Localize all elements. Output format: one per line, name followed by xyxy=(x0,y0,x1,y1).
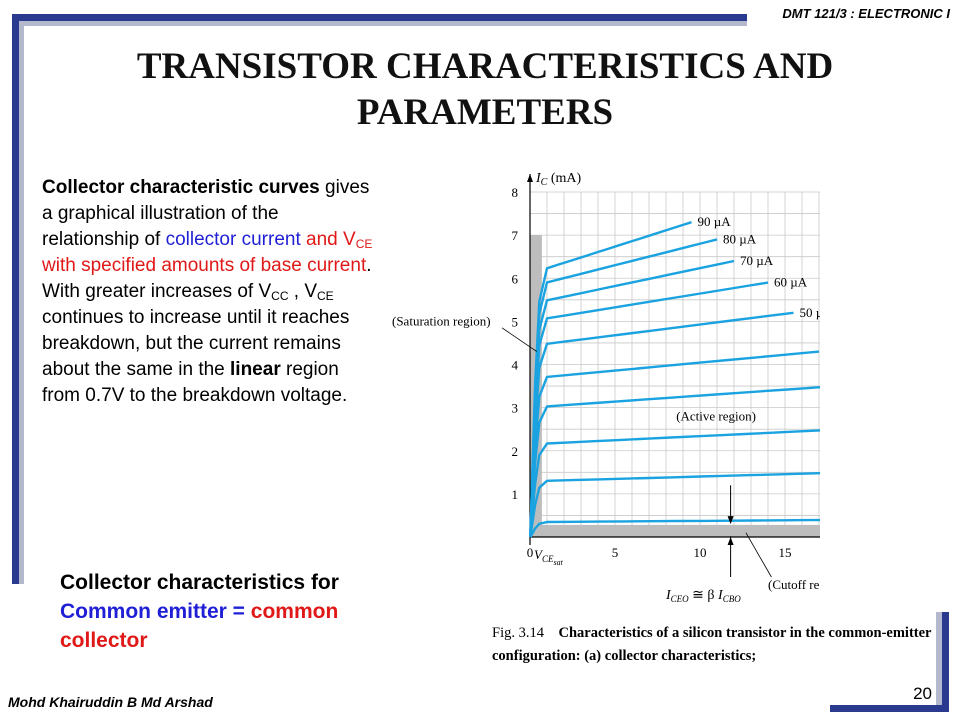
curve-60A xyxy=(529,281,769,538)
para-text-1: gives a graphical illustration of the re… xyxy=(42,177,370,250)
para-red-b: with specified amounts of base current xyxy=(42,255,367,276)
cutoff-label: (Cutoff region) xyxy=(768,577,820,592)
para-sub-ce: CE xyxy=(317,289,334,303)
curve-label: 90 µA xyxy=(698,214,732,229)
summary-line-1: Collector characteristics for xyxy=(60,571,339,594)
saturation-label: (Saturation region) xyxy=(392,314,491,329)
vcesat-label: VCEsat xyxy=(534,547,564,567)
para-text-3: , V xyxy=(288,281,318,302)
para-linear: linear xyxy=(230,359,281,380)
page-number: 20 xyxy=(913,684,932,703)
para-sub-cc: CC xyxy=(271,289,289,303)
x-tick-label: 10 xyxy=(694,545,707,560)
iceo-arrowhead-up xyxy=(727,537,734,545)
y-tick-label: 4 xyxy=(512,358,519,373)
y-axis-title: IC (mA) xyxy=(535,171,582,188)
slide-title: TRANSISTOR CHARACTERISTICS AND PARAMETER… xyxy=(136,46,834,133)
caption-text: Characteristics of a silicon transistor … xyxy=(492,625,932,664)
curve-80A xyxy=(529,238,718,538)
cutoff-pointer xyxy=(745,532,772,578)
chart-axes xyxy=(527,174,820,545)
y-tick-label: 2 xyxy=(512,444,519,459)
curve-label: 60 µA xyxy=(774,275,808,290)
para-red-a: and V xyxy=(300,229,356,250)
summary-blue: Common emitter = xyxy=(60,600,251,623)
bottom-summary: Collector characteristics for Common emi… xyxy=(60,568,440,655)
curve-label: 70 µA xyxy=(740,253,774,268)
chart-labels: 1234567805101520IC (mA)VCE (V) xyxy=(512,171,792,560)
x-tick-label: 15 xyxy=(779,545,792,560)
x-tick-label: 5 xyxy=(612,545,619,560)
y-tick-label: 6 xyxy=(512,271,519,286)
y-tick-label: 1 xyxy=(512,487,519,502)
frame-left-bar xyxy=(12,14,19,584)
description-paragraph: Collector characteristic curves gives a … xyxy=(42,175,377,409)
chart-annotations: (Saturation region) (Active region) (Cutof… xyxy=(392,314,820,604)
frame-right-bar xyxy=(942,612,949,712)
para-blue: collector current xyxy=(165,229,301,250)
curve-10A xyxy=(529,472,820,538)
curve-50A xyxy=(529,311,794,538)
curve-90A xyxy=(529,221,692,538)
y-tick-label: 3 xyxy=(512,401,519,416)
para-term: Collector characteristic curves xyxy=(42,177,320,198)
caption-fig: Fig. 3.14 xyxy=(492,625,544,641)
summary-red: common xyxy=(250,600,339,623)
curve-20A xyxy=(529,429,820,538)
cutoff-shade xyxy=(530,524,820,537)
author-name: Mohd Khairuddin B Md Arshad xyxy=(8,694,213,710)
frame-right-bar-shadow xyxy=(936,612,942,712)
iceo-arrowhead-down xyxy=(727,516,734,525)
y-axis-arrow xyxy=(527,174,533,182)
y-tick-label: 7 xyxy=(512,228,519,243)
curve-label: 50 µA xyxy=(800,305,821,320)
y-tick-label: 5 xyxy=(512,314,519,329)
curve-IB0A xyxy=(529,518,820,538)
curve-label: 80 µA xyxy=(723,231,757,246)
saturation-pointer xyxy=(501,327,538,352)
frame-bottom-bar xyxy=(830,705,949,712)
curve-70A xyxy=(529,259,735,538)
summary-line-3: collector xyxy=(60,629,148,652)
figure-caption: Fig. 3.14 Characteristics of a silicon t… xyxy=(492,622,932,668)
frame-left-bar-shadow xyxy=(19,21,24,584)
para-text-5: region from 0.7V to the breakdown voltag… xyxy=(42,359,348,406)
curve-30A xyxy=(529,386,820,538)
curve-40A xyxy=(529,350,820,538)
iceo-label: ICEO ≅ β ICBO xyxy=(665,588,741,604)
frame-top-bar-shadow xyxy=(19,21,747,26)
frame-top-bar xyxy=(12,14,747,21)
x-tick-label: 0 xyxy=(527,545,534,560)
y-tick-label: 8 xyxy=(512,185,519,200)
para-text-4: continues to increase until it reaches b… xyxy=(42,307,350,380)
para-red-sub: CE xyxy=(355,237,373,251)
active-label: (Active region) xyxy=(676,409,756,424)
para-text-2: . With greater increases of V xyxy=(42,255,372,302)
summary-line-2: Common emitter = common xyxy=(60,597,440,626)
course-code: DMT 121/3 : ELECTRONIC I xyxy=(782,6,950,21)
